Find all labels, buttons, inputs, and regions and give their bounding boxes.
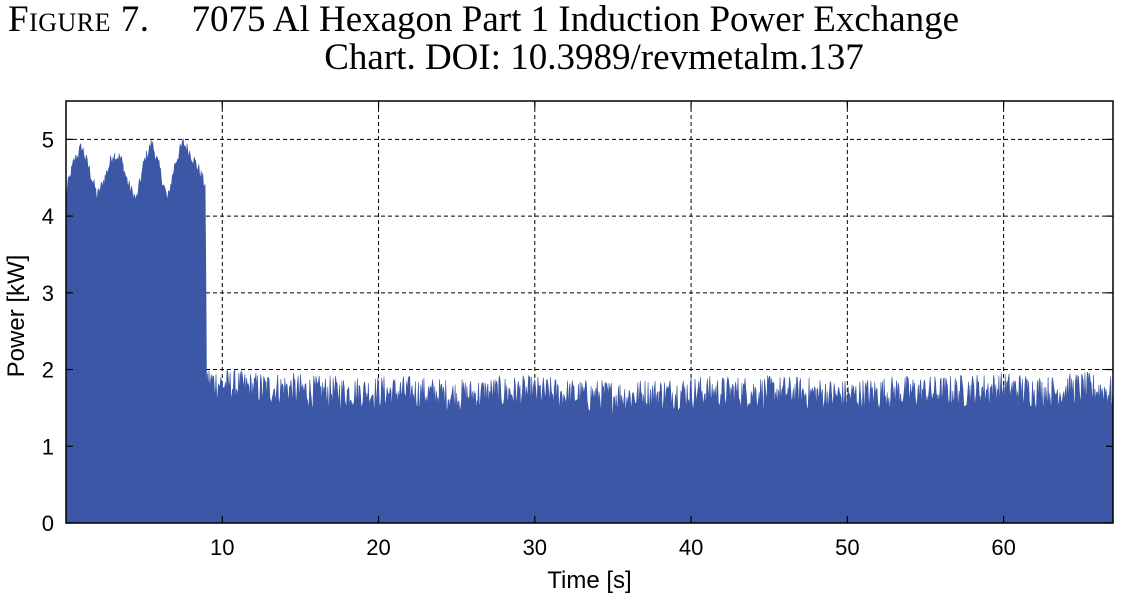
x-axis-label: Time [s] xyxy=(547,567,631,594)
plot-frame xyxy=(65,100,1114,524)
x-tick-label: 50 xyxy=(835,535,859,560)
y-tick-labels: 0 1 2 3 4 5 xyxy=(42,127,54,536)
power-series xyxy=(65,138,1114,524)
caption-line-1: Figure 7. 7075 Al Hexagon Part 1 Inductio… xyxy=(8,0,959,42)
caption-line-2: Chart. DOI: 10.3989/revmetalm.137 xyxy=(324,37,864,78)
x-tick-labels: 10 20 30 40 50 60 xyxy=(210,535,1016,560)
y-tick-label: 2 xyxy=(42,358,54,383)
y-tick-label: 1 xyxy=(42,434,54,459)
axis-ticks xyxy=(66,101,1113,524)
power-area xyxy=(65,138,1114,524)
y-tick-label: 4 xyxy=(42,204,54,229)
x-tick-label: 30 xyxy=(523,535,547,560)
figure-number: Figure 7. xyxy=(8,0,150,40)
figure-caption: Figure 7. 7075 Al Hexagon Part 1 Inductio… xyxy=(0,0,1143,80)
x-tick-label: 10 xyxy=(210,535,234,560)
figure-title: 7075 Al Hexagon Part 1 Induction Power E… xyxy=(191,0,960,40)
y-tick-label: 5 xyxy=(42,127,54,152)
x-tick-label: 40 xyxy=(679,535,703,560)
x-tick-label: 60 xyxy=(991,535,1015,560)
y-tick-label: 0 xyxy=(42,511,54,536)
x-tick-label: 20 xyxy=(366,535,390,560)
y-tick-label: 3 xyxy=(42,281,54,306)
y-axis-label: Power [kW] xyxy=(3,255,30,378)
